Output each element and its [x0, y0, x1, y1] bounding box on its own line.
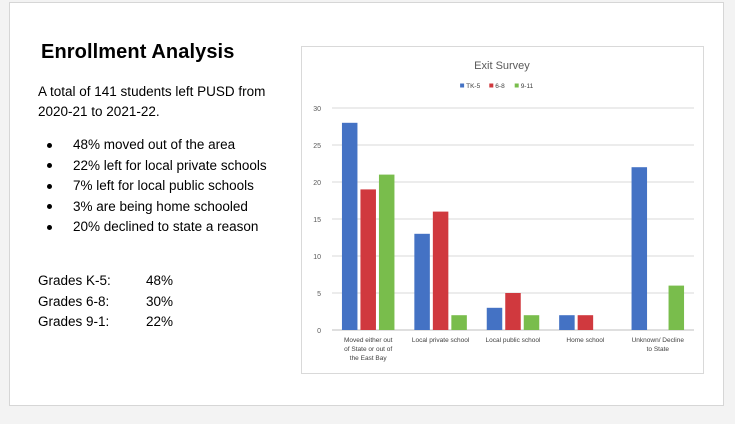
y-tick-label: 20 [313, 180, 321, 187]
y-tick-label: 30 [313, 106, 321, 113]
x-tick-label: Moved either out of State or out of the Ea… [344, 337, 393, 362]
grade-label: Grades 6-8: [38, 293, 110, 309]
list-item: 7% left for local public schools [38, 176, 298, 197]
x-tick-label-line: of State or out of [344, 346, 392, 353]
list-item: 22% left for local private schools [38, 156, 298, 177]
chart-title: Exit Survey [474, 60, 530, 72]
x-tick-label-line: Moved either out [344, 337, 393, 344]
x-tick-label-line: to State [647, 346, 670, 353]
y-tick-label: 0 [317, 328, 321, 335]
legend-swatch [489, 83, 494, 88]
bar [668, 285, 685, 330]
grade-value: 30% [146, 293, 174, 309]
grade-value: 22% [146, 314, 174, 329]
bar [631, 167, 648, 330]
grade-label: Grades 9-1: [38, 314, 110, 329]
list-item: 48% moved out of the area [38, 135, 298, 156]
slide: Enrollment Analysis A total of 141 stude… [9, 2, 724, 406]
reasons-list: 48% moved out of the area 22% left for l… [38, 135, 298, 238]
legend-swatch [460, 83, 465, 88]
bar [486, 307, 503, 330]
grade-value: 48% [146, 273, 174, 288]
bar [432, 211, 449, 330]
grade-row: Grades K-5: 48% [38, 271, 238, 292]
legend-swatch [514, 83, 519, 88]
y-tick-label: 25 [313, 143, 321, 150]
grade-row: Grades 6-8: 30% [38, 292, 238, 313]
x-tick-label: Local private school [412, 337, 470, 344]
grade-label: Grades K-5: [38, 273, 111, 288]
legend-label: 6-8 [495, 83, 505, 90]
legend-label: 9-11 [521, 83, 534, 90]
legend-label: TK-5 [466, 83, 480, 90]
bar [414, 233, 430, 330]
chart-svg: Exit Survey 0 5 10 15 20 25 30 Moved either out… [313, 60, 694, 362]
bar [378, 174, 395, 330]
grade-breakdown: Grades K-5: 48% Grades 6-8: 30% Grades 9… [38, 271, 238, 333]
bar [360, 189, 376, 330]
x-tick-label-line: Local private school [412, 337, 470, 344]
x-tick-label-line: Unknown/ Decline [632, 337, 685, 344]
list-item: 20% declined to state a reason [38, 217, 298, 238]
x-tick-label-line: the East Bay [350, 355, 388, 362]
grade-row: Grades 9-1: 22% [38, 312, 238, 333]
x-tick-label: Local public school [486, 337, 541, 344]
x-tick-label-line: Local public school [486, 337, 541, 344]
y-tick-label: 10 [313, 254, 321, 261]
list-item: 3% are being home schooled [38, 197, 298, 218]
intro-text: A total of 141 students left PUSD from 2… [38, 84, 266, 119]
x-tick-label: Home school [566, 337, 604, 344]
bar [559, 315, 575, 330]
x-tick-label: Unknown/ Decline to State [632, 337, 685, 353]
bar [577, 315, 594, 330]
exit-survey-chart: Exit Survey 0 5 10 15 20 25 30 Moved either out… [301, 46, 704, 374]
slide-title: Enrollment Analysis [41, 41, 235, 63]
x-tick-label-line: Home school [566, 337, 604, 344]
bar [451, 315, 467, 330]
bar [341, 122, 358, 330]
y-tick-label: 15 [313, 217, 321, 224]
y-tick-label: 5 [317, 291, 321, 298]
bar [505, 293, 521, 330]
bar [523, 315, 540, 330]
